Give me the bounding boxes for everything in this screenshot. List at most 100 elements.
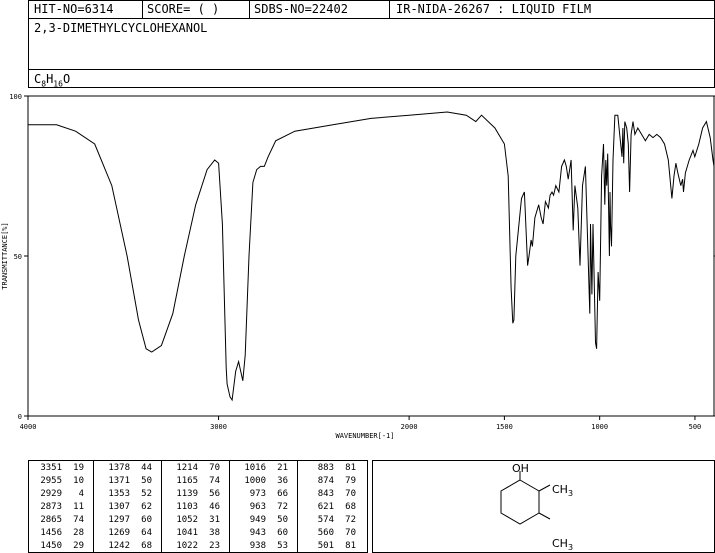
peak-transmittance: 74 <box>73 515 84 525</box>
peak-column: 3351 19 2955 10 2929 4 2873 11 2865 74 1456 28 1450 2… <box>28 460 94 553</box>
peak-wavenumber: 1297 <box>108 515 130 525</box>
header-divider-2 <box>249 0 250 18</box>
y-tick-label: 50 <box>14 253 22 261</box>
hit-number: HIT-NO=6314 <box>34 2 114 16</box>
peak-wavenumber: 1450 <box>40 541 62 551</box>
peak-wavenumber: 2955 <box>40 476 62 486</box>
peak-table: 3351 19 2955 10 2929 4 2873 11 2865 74 1456 28 1450 2… <box>28 460 368 553</box>
peak-transmittance: 81 <box>345 463 356 473</box>
ir-spectrum-chart: 4000 3000 2000 1500 1000 500 0 50 100 WAVENUMBER… <box>1 93 715 440</box>
peak-wavenumber: 963 <box>249 502 266 512</box>
peak-transmittance: 68 <box>141 541 152 551</box>
peak-wavenumber: 3351 <box>40 463 62 473</box>
peak-wavenumber: 883 <box>317 463 334 473</box>
y-tick-label: 100 <box>9 93 22 101</box>
peak-transmittance: 19 <box>73 463 84 473</box>
peak-wavenumber: 874 <box>317 476 334 486</box>
peak-transmittance: 53 <box>277 541 288 551</box>
peak-wavenumber: 2873 <box>40 502 62 512</box>
y-tick-label: 0 <box>18 413 22 421</box>
peak-transmittance: 50 <box>141 476 152 486</box>
peak-transmittance: 72 <box>345 515 356 525</box>
formula-c: C <box>34 72 42 86</box>
peak-wavenumber: 949 <box>249 515 266 525</box>
methyl-top-sub: 3 <box>568 489 573 498</box>
peak-wavenumber: 1016 <box>244 463 266 473</box>
peak-wavenumber: 1353 <box>108 489 130 499</box>
peak-column: 1214 70 1165 74 1139 56 1103 46 1052 31 1041 38 1022… <box>164 460 230 553</box>
peak-wavenumber: 1103 <box>176 502 198 512</box>
peak-column: 1016 21 1000 36 973 66 963 72 949 50 943 60 938 53 <box>232 460 298 553</box>
formula-o: O <box>62 72 71 86</box>
methyl-bond-top <box>538 484 551 492</box>
peak-transmittance: 81 <box>345 541 356 551</box>
peak-transmittance: 68 <box>345 502 356 512</box>
peak-column: 1378 44 1371 50 1353 52 1307 62 1297 60 1269 64 1242… <box>96 460 162 553</box>
methyl-top-ch: CH <box>552 483 568 496</box>
peak-transmittance: 21 <box>277 463 288 473</box>
cyclohexane-ring <box>500 479 540 525</box>
peak-wavenumber: 1165 <box>176 476 198 486</box>
compound-name: 2,3-DIMETHYLCYCLOHEXANOL <box>34 21 208 35</box>
structure-diagram: OH CH3 CH3 <box>500 462 573 552</box>
peak-transmittance: 64 <box>141 528 152 538</box>
x-tick-label: 2000 <box>401 423 418 431</box>
peak-transmittance: 44 <box>141 463 152 473</box>
peak-wavenumber: 2929 <box>40 489 62 499</box>
peak-transmittance: 60 <box>141 515 152 525</box>
peak-transmittance: 29 <box>73 541 84 551</box>
x-tick-label: 3000 <box>210 423 227 431</box>
peak-wavenumber: 1139 <box>176 489 198 499</box>
y-axis-label: TRANSMITTANCE[%] <box>1 222 9 289</box>
peak-wavenumber: 1052 <box>176 515 198 525</box>
peak-transmittance: 60 <box>277 528 288 538</box>
peak-transmittance: 62 <box>141 502 152 512</box>
peak-transmittance: 4 <box>78 489 84 499</box>
peak-wavenumber: 1000 <box>244 476 266 486</box>
x-tick-label: 4000 <box>20 423 37 431</box>
peak-wavenumber: 1307 <box>108 502 130 512</box>
molecular-formula: C8H16O <box>34 72 70 91</box>
x-tick-label: 500 <box>689 423 702 431</box>
peak-transmittance: 70 <box>209 463 220 473</box>
peak-transmittance: 36 <box>277 476 288 486</box>
peak-wavenumber: 1041 <box>176 528 198 538</box>
peak-transmittance: 46 <box>209 502 220 512</box>
methyl-bottom-sub: 3 <box>568 543 573 552</box>
peak-transmittance: 70 <box>345 489 356 499</box>
score-field: SCORE= ( ) <box>147 2 220 16</box>
spectrum-line <box>28 111 715 402</box>
peak-transmittance: 28 <box>73 528 84 538</box>
x-axis-label: WAVENUMBER[-1] <box>335 432 394 440</box>
peak-transmittance: 56 <box>209 489 220 499</box>
peak-wavenumber: 973 <box>249 489 266 499</box>
peak-wavenumber: 1242 <box>108 541 130 551</box>
peak-transmittance: 66 <box>277 489 288 499</box>
peak-transmittance: 52 <box>141 489 152 499</box>
x-tick-label: 1500 <box>496 423 513 431</box>
formula-c-count: 8 <box>41 79 47 89</box>
peak-wavenumber: 1214 <box>176 463 198 473</box>
peak-transmittance: 74 <box>209 476 220 486</box>
oh-label: OH <box>512 462 529 475</box>
methyl-label-top: CH3 <box>552 483 573 498</box>
x-tick-label: 1000 <box>591 423 608 431</box>
header-divider-1 <box>142 0 143 18</box>
peak-transmittance: 31 <box>209 515 220 525</box>
peak-wavenumber: 1378 <box>108 463 130 473</box>
peak-transmittance: 23 <box>209 541 220 551</box>
formula-divider <box>28 69 715 70</box>
peak-wavenumber: 501 <box>317 541 334 551</box>
sdbs-number: SDBS-NO=22402 <box>254 2 348 16</box>
plot-frame <box>27 95 715 417</box>
methyl-bottom-ch: CH <box>552 537 568 550</box>
peak-wavenumber: 1022 <box>176 541 198 551</box>
peak-transmittance: 50 <box>277 515 288 525</box>
peak-wavenumber: 1269 <box>108 528 130 538</box>
peak-wavenumber: 1371 <box>108 476 130 486</box>
header-divider-3 <box>389 0 390 18</box>
methyl-label-bottom: CH3 <box>552 537 573 552</box>
formula-h-count: 16 <box>53 79 63 89</box>
peak-wavenumber: 1456 <box>40 528 62 538</box>
peak-transmittance: 38 <box>209 528 220 538</box>
